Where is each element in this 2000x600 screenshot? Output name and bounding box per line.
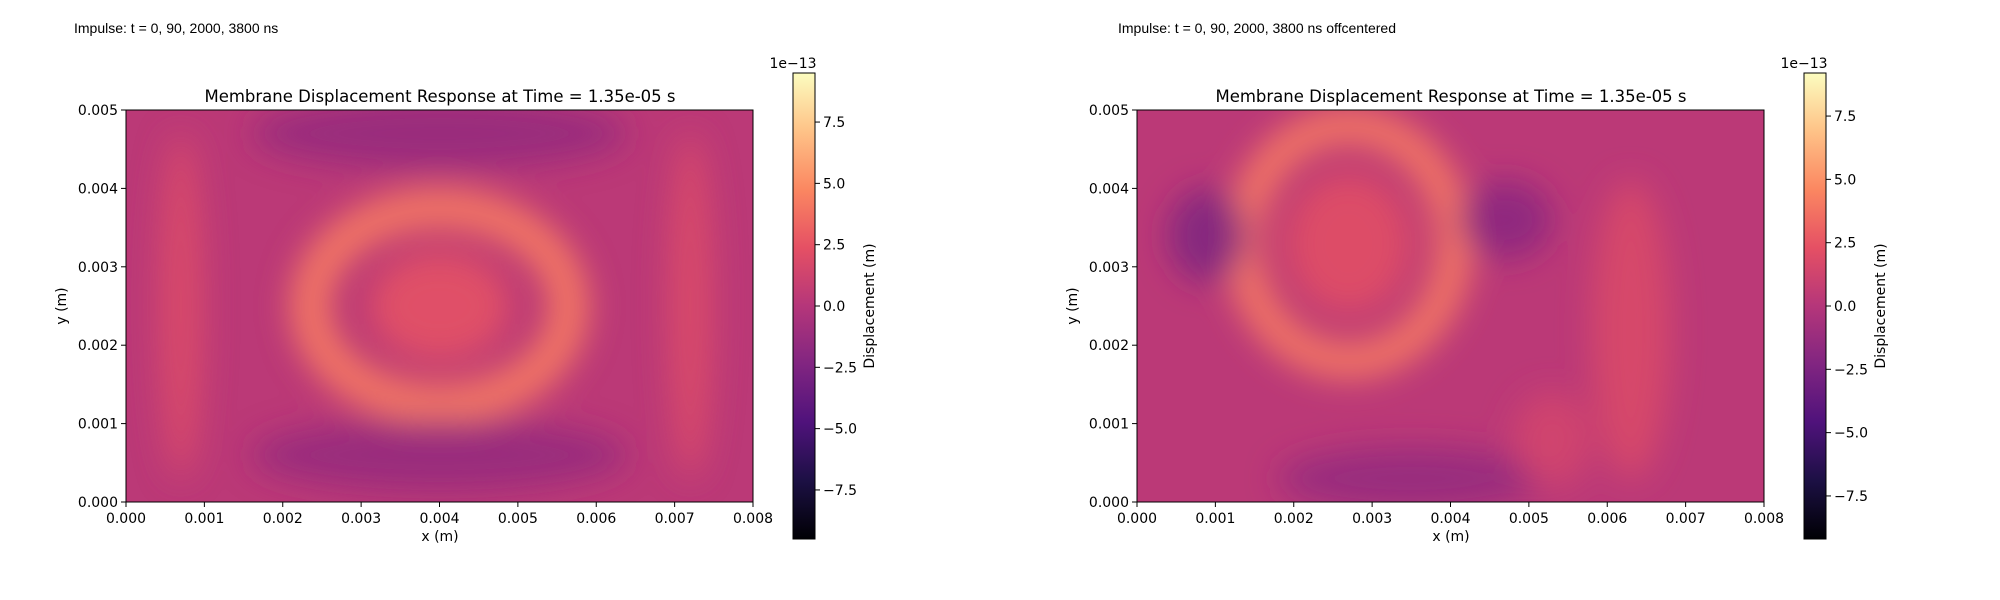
y-tick-label: 0.001 — [1089, 417, 1129, 433]
x-tick-label: 0.005 — [1509, 511, 1549, 527]
y-axis-ticks: 0.000 0.001 0.002 0.003 0.004 0.005 — [78, 103, 126, 511]
colorbar-tick-label: −7.5 — [1834, 489, 1868, 505]
x-axis-ticks: 0.000 0.001 0.002 0.003 0.004 0.005 0.006 0.007… — [106, 502, 773, 527]
figure-caption-right: Impulse: t = 0, 90, 2000, 3800 ns offcen… — [1118, 20, 1396, 36]
x-tick-label: 0.003 — [1352, 511, 1392, 527]
heatmap-region — [1285, 172, 1412, 314]
colorbar-tick-label: −7.5 — [823, 483, 857, 499]
heatmap-region — [251, 110, 628, 169]
y-tick-label: 0.000 — [1089, 495, 1129, 511]
y-tick-label: 0.005 — [1089, 103, 1129, 119]
x-tick-label: 0.000 — [1117, 511, 1157, 527]
x-axis-label: x (m) — [421, 529, 458, 545]
y-axis-ticks: 0.000 0.001 0.002 0.003 0.004 0.005 — [1089, 103, 1137, 511]
colorbar-tick-label: 0.0 — [1834, 299, 1856, 315]
colorbar-tick-label: 2.5 — [1834, 236, 1856, 252]
y-tick-label: 0.002 — [78, 338, 118, 354]
heatmap-region — [668, 133, 713, 479]
colorbar — [1803, 72, 1827, 540]
colorbar-label: Displacement (m) — [862, 243, 878, 368]
colorbar-label: Displacement (m) — [1873, 243, 1889, 368]
heatmap-region — [1278, 447, 1545, 502]
y-tick-label: 0.004 — [78, 181, 118, 197]
chart-panel-left: Membrane Displacement Response at Time =… — [54, 56, 878, 545]
heatmap-region — [1168, 188, 1247, 283]
x-tick-label: 0.001 — [1195, 511, 1235, 527]
x-tick-label: 0.002 — [1274, 511, 1314, 527]
colorbar-tick-label: −2.5 — [823, 360, 857, 376]
colorbar-tick-label: −5.0 — [823, 422, 857, 438]
heatmap-region — [251, 419, 628, 491]
colorbar-tick-label: 5.0 — [1834, 172, 1856, 188]
colorbar-exponent: 1e−13 — [1780, 56, 1827, 72]
y-axis-label: y (m) — [54, 287, 70, 324]
x-tick-label: 0.001 — [184, 511, 224, 527]
x-tick-label: 0.007 — [1666, 511, 1706, 527]
heatmap-region — [368, 251, 511, 361]
y-tick-label: 0.001 — [78, 417, 118, 433]
heatmap-region — [158, 133, 203, 479]
x-tick-label: 0.000 — [106, 511, 146, 527]
heatmap-left — [126, 110, 753, 502]
heatmap-right — [1137, 110, 1764, 502]
x-tick-label: 0.008 — [1744, 511, 1784, 527]
y-axis-label: y (m) — [1065, 287, 1081, 324]
x-tick-label: 0.006 — [1587, 511, 1627, 527]
colorbar-tick-label: 0.0 — [823, 299, 845, 315]
y-tick-label: 0.000 — [78, 495, 118, 511]
colorbar-ticks: −7.5 −5.0 −2.5 0.0 2.5 5.0 7.5 — [815, 115, 857, 499]
chart-title: Membrane Displacement Response at Time =… — [1215, 87, 1686, 106]
colorbar-exponent: 1e−13 — [769, 56, 816, 72]
x-tick-label: 0.008 — [733, 511, 773, 527]
x-tick-label: 0.003 — [341, 511, 381, 527]
y-tick-label: 0.004 — [1089, 181, 1129, 197]
y-tick-label: 0.002 — [1089, 338, 1129, 354]
chart-title: Membrane Displacement Response at Time =… — [204, 87, 675, 106]
y-tick-label: 0.003 — [1089, 260, 1129, 276]
heatmap-region — [1458, 180, 1553, 259]
colorbar-tick-label: 2.5 — [823, 238, 845, 254]
colorbar-tick-label: 7.5 — [823, 115, 845, 131]
colorbar-tick-label: 5.0 — [823, 176, 845, 192]
heatmap-region — [1591, 180, 1670, 479]
y-tick-label: 0.003 — [78, 260, 118, 276]
x-tick-label: 0.006 — [576, 511, 616, 527]
y-tick-label: 0.005 — [78, 103, 118, 119]
colorbar — [792, 72, 816, 540]
x-tick-label: 0.004 — [1430, 511, 1470, 527]
heatmap-ring — [290, 188, 589, 424]
chart-panel-right: Membrane Displacement Response at Time =… — [1065, 56, 1889, 545]
heatmap-region — [1513, 392, 1592, 487]
figure-caption-left: Impulse: t = 0, 90, 2000, 3800 ns — [74, 20, 279, 36]
x-tick-label: 0.002 — [263, 511, 303, 527]
x-tick-label: 0.005 — [498, 511, 538, 527]
x-tick-label: 0.004 — [419, 511, 459, 527]
colorbar-tick-label: −2.5 — [1834, 362, 1868, 378]
colorbar-tick-label: −5.0 — [1834, 426, 1868, 442]
x-axis-ticks: 0.000 0.001 0.002 0.003 0.004 0.005 0.006 0.007… — [1117, 502, 1784, 527]
x-axis-label: x (m) — [1432, 529, 1469, 545]
colorbar-tick-label: 7.5 — [1834, 109, 1856, 125]
colorbar-ticks: −7.5 −5.0 −2.5 0.0 2.5 5.0 7.5 — [1826, 109, 1868, 505]
x-tick-label: 0.007 — [655, 511, 695, 527]
